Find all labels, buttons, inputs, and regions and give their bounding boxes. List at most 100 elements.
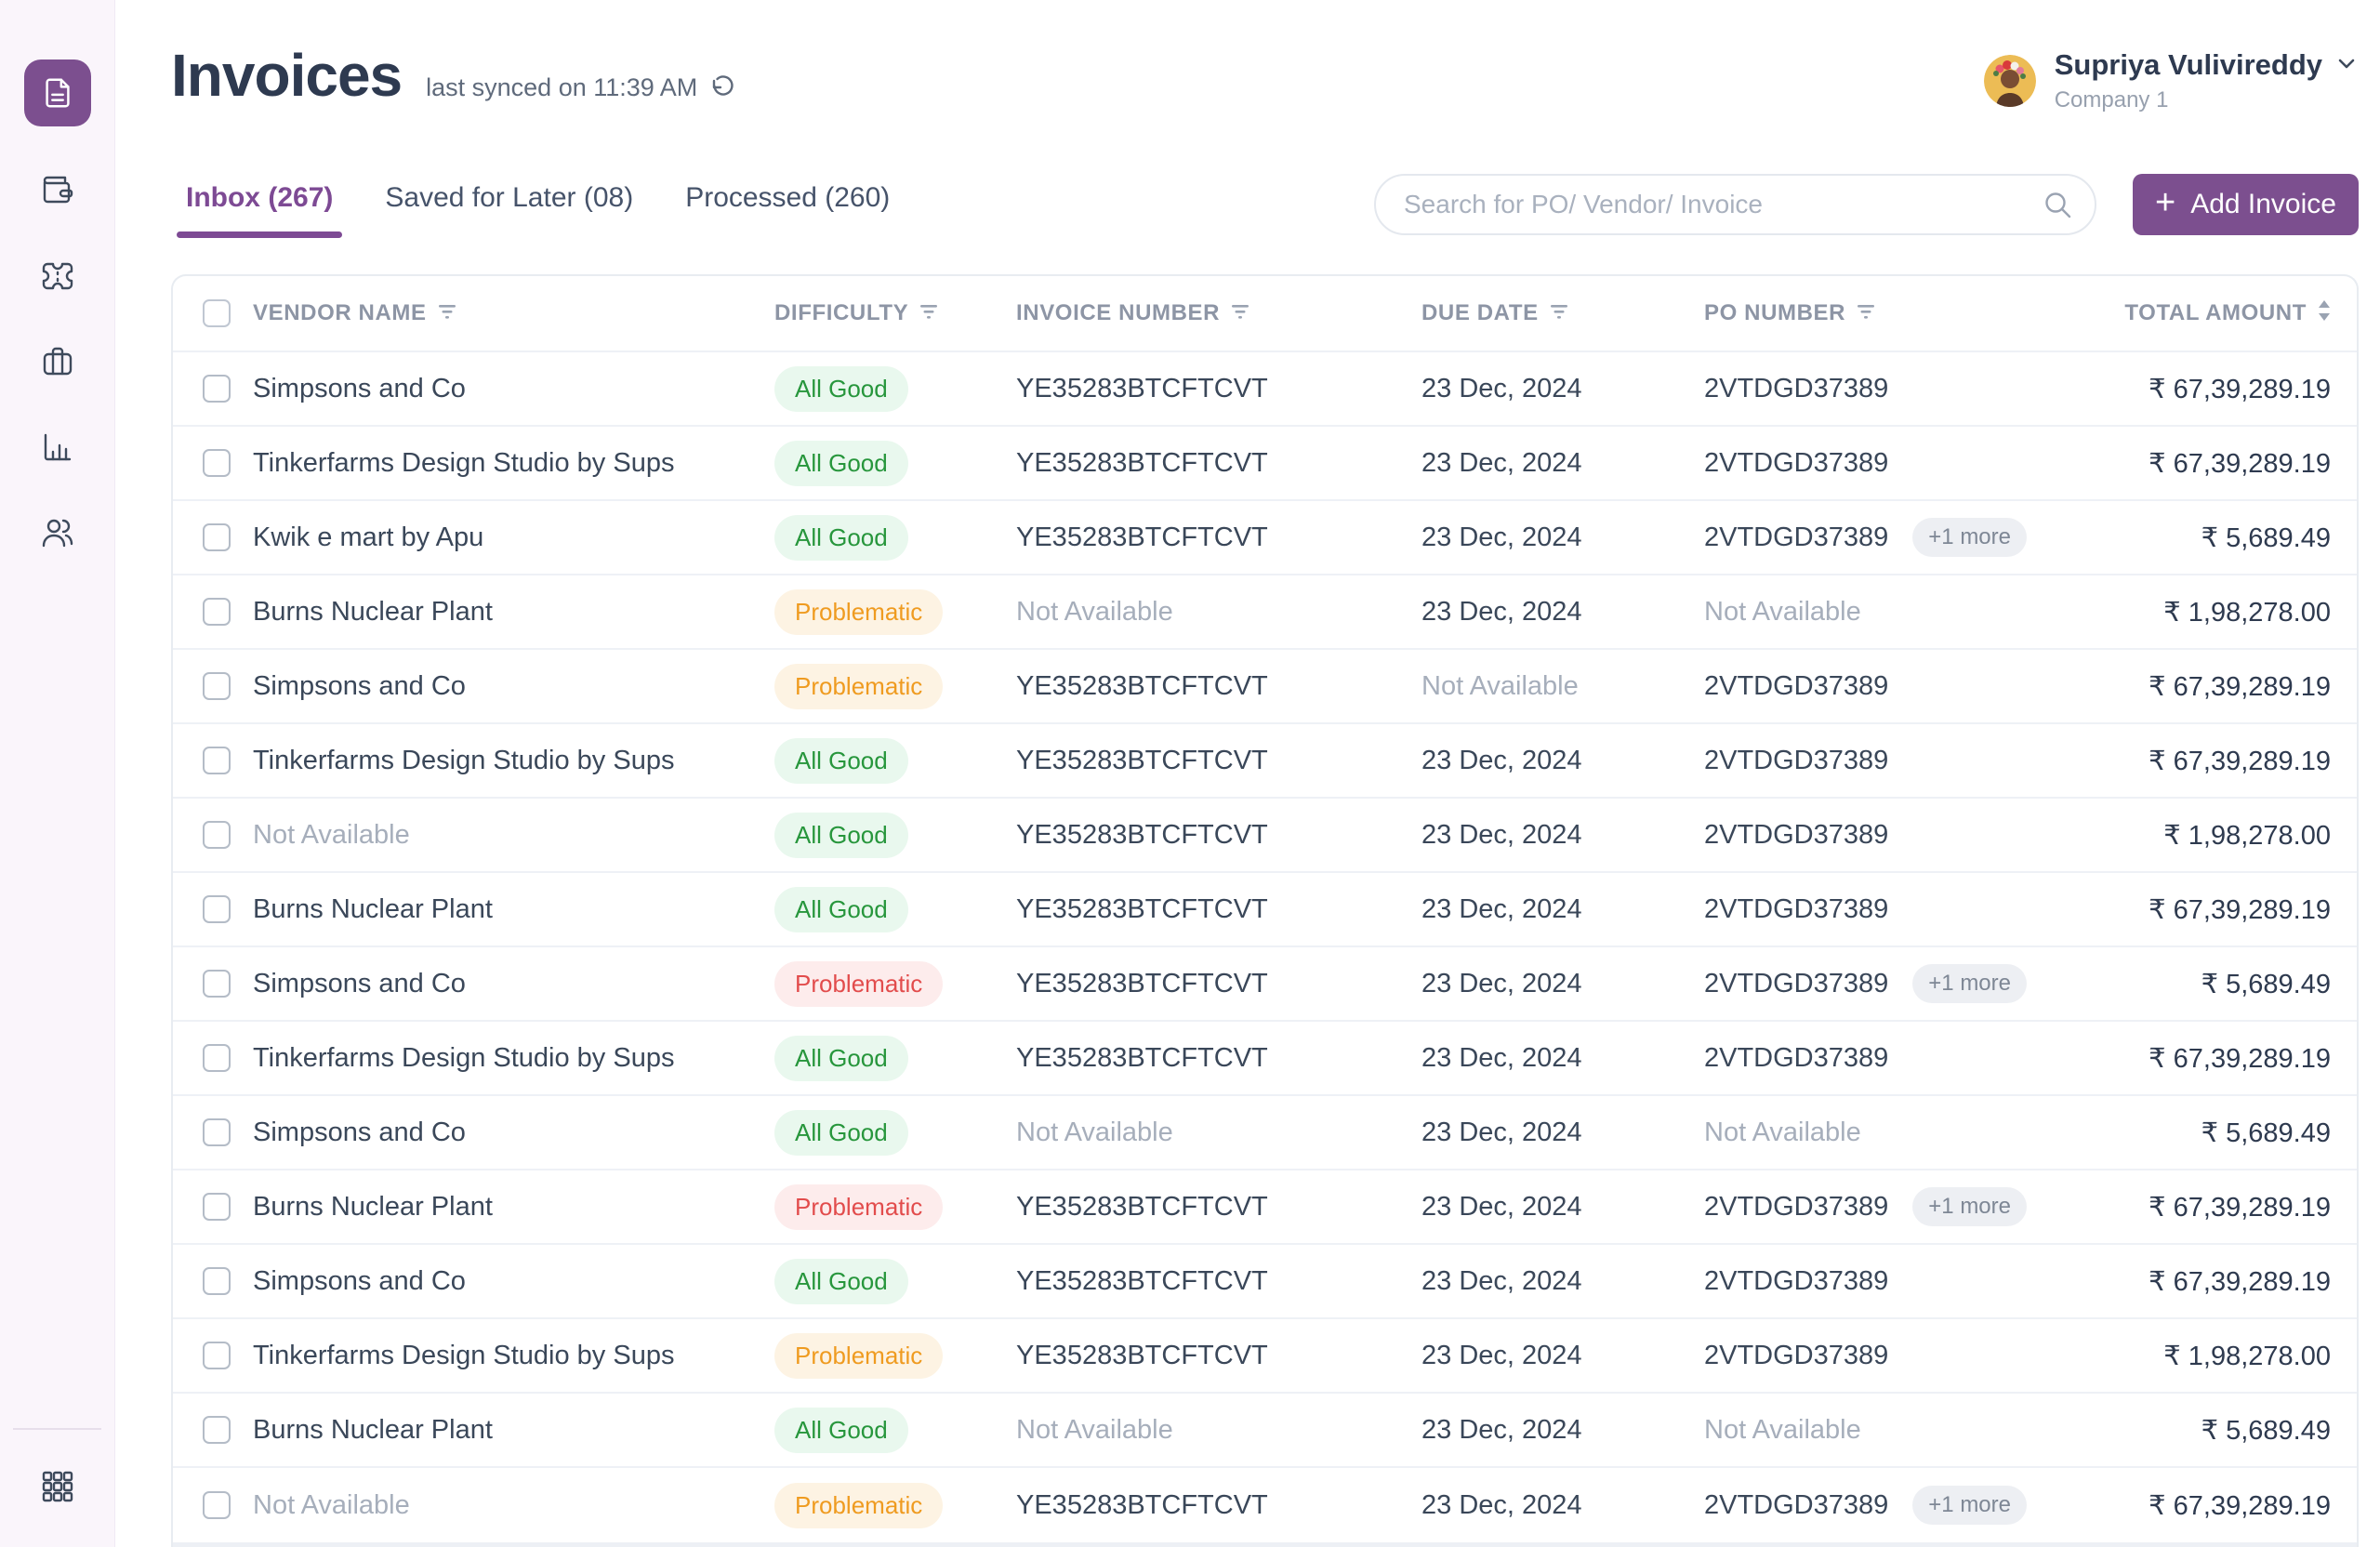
tab-processed[interactable]: Processed (260) [685,182,891,213]
vendor-name-cell: Burns Nuclear Plant [253,1414,493,1445]
row-checkbox[interactable] [203,1342,231,1369]
row-checkbox[interactable] [203,747,231,774]
row-checkbox[interactable] [203,598,231,626]
row-checkbox[interactable] [203,523,231,551]
invoice-number-cell: YE35283BTCFTCVT [1016,670,1268,701]
chevron-down-icon[interactable] [2335,52,2358,79]
vendor-name-cell: Simpsons and Co [253,1265,466,1296]
invoice-number-cell: YE35283BTCFTCVT [1016,373,1268,403]
sidebar-item-briefcase[interactable] [36,340,79,383]
po-number-cell: 2VTDGD37389 [1704,373,1889,403]
difficulty-badge: All Good [774,886,908,932]
table-row[interactable]: Simpsons and Co Problematic YE35283BTCFT… [173,947,2357,1022]
table-row[interactable]: Burns Nuclear Plant All Good YE35283BTCF… [173,873,2357,947]
row-checkbox[interactable] [203,375,231,403]
user-menu[interactable]: Supriya Vulivireddy Company 1 [1983,48,2358,113]
add-invoice-button[interactable]: + Add Invoice [2133,174,2359,235]
row-checkbox[interactable] [203,970,231,998]
table-row[interactable]: Tinkerfarms Design Studio by Sups Proble… [173,1319,2357,1394]
apps-grid-button[interactable] [37,1466,78,1512]
difficulty-badge: All Good [774,1407,908,1453]
invoice-number-cell: Not Available [1016,596,1173,627]
table-row[interactable]: Kwik e mart by Apu All Good YE35283BTCFT… [173,501,2357,575]
filter-icon[interactable] [438,300,456,326]
table-footer-sliver [173,1542,2357,1547]
difficulty-badge: Problematic [774,663,944,709]
invoice-number-cell: YE35283BTCFTCVT [1016,745,1268,775]
row-checkbox[interactable] [203,1118,231,1146]
search-input[interactable] [1374,174,2096,235]
po-number-cell: 2VTDGD37389 [1704,893,1889,924]
avatar [1983,55,2036,107]
vendor-name-cell: Burns Nuclear Plant [253,596,493,627]
total-amount-cell: ₹ 67,39,289.19 [2149,746,2331,776]
table-row[interactable]: Burns Nuclear Plant Problematic YE35283B… [173,1170,2357,1245]
table-row[interactable]: Burns Nuclear Plant All Good Not Availab… [173,1394,2357,1468]
invoice-number-cell: YE35283BTCFTCVT [1016,893,1268,924]
tab-inbox[interactable]: Inbox (267) [176,175,343,238]
table-row[interactable]: Simpsons and Co All Good Not Available 2… [173,1096,2357,1170]
more-po-badge[interactable]: +1 more [1912,1187,2027,1226]
table-row[interactable]: Tinkerfarms Design Studio by Sups All Go… [173,1022,2357,1096]
table-row[interactable]: Not Available All Good YE35283BTCFTCVT 2… [173,799,2357,873]
row-checkbox[interactable] [203,895,231,923]
column-header-total-amount[interactable]: TOTAL AMOUNT [2104,299,2357,328]
vendor-name-cell: Tinkerfarms Design Studio by Sups [253,1042,675,1073]
search-icon[interactable] [2043,190,2072,219]
tab-saved-for-later[interactable]: Saved for Later (08) [385,182,634,213]
column-header-due-date[interactable]: DUE DATE [1421,300,1704,326]
row-checkbox[interactable] [203,449,231,477]
due-date-cell: 23 Dec, 2024 [1421,893,1582,924]
invoice-number-cell: YE35283BTCFTCVT [1016,522,1268,552]
sidebar-item-invoices[interactable] [23,60,91,126]
column-header-invoice-number[interactable]: INVOICE NUMBER [1016,300,1421,326]
due-date-cell: 23 Dec, 2024 [1421,968,1582,998]
po-number-cell: 2VTDGD37389 [1704,1042,1889,1073]
more-po-badge[interactable]: +1 more [1912,1486,2027,1525]
vendor-name-cell: Tinkerfarms Design Studio by Sups [253,1340,675,1370]
sort-icon[interactable] [2318,299,2331,328]
sidebar-item-wallet[interactable] [36,169,79,212]
table-row[interactable]: Tinkerfarms Design Studio by Sups All Go… [173,724,2357,799]
difficulty-badge: Problematic [774,1482,944,1528]
sidebar-divider [13,1428,101,1430]
po-number-cell: 2VTDGD37389 [1704,1191,1889,1222]
row-checkbox[interactable] [203,1193,231,1221]
filter-icon[interactable] [919,300,938,326]
wallet-icon [37,170,78,211]
column-header-difficulty[interactable]: DIFFICULTY [774,300,1016,326]
difficulty-badge: All Good [774,1109,908,1156]
table-row[interactable]: Simpsons and Co All Good YE35283BTCFTCVT… [173,1245,2357,1319]
vendor-name-cell: Burns Nuclear Plant [253,1191,493,1222]
row-checkbox[interactable] [203,821,231,849]
sidebar-item-ticket[interactable] [36,255,79,298]
row-checkbox[interactable] [203,1491,231,1519]
row-checkbox[interactable] [203,1416,231,1444]
select-all-checkbox[interactable] [203,299,231,327]
table-row[interactable]: Tinkerfarms Design Studio by Sups All Go… [173,427,2357,501]
row-checkbox[interactable] [203,672,231,700]
filter-icon[interactable] [1231,300,1250,326]
difficulty-badge: All Good [774,440,908,486]
total-amount-cell: ₹ 1,98,278.00 [2163,597,2331,628]
column-header-vendor-name[interactable]: VENDOR NAME [253,300,774,326]
row-checkbox[interactable] [203,1267,231,1295]
table-row[interactable]: Burns Nuclear Plant Problematic Not Avai… [173,575,2357,650]
table-row[interactable]: Not Available Problematic YE35283BTCFTCV… [173,1468,2357,1542]
refresh-icon[interactable] [708,74,736,102]
row-checkbox[interactable] [203,1044,231,1072]
more-po-badge[interactable]: +1 more [1912,964,2027,1003]
table-row[interactable]: Simpsons and Co Problematic YE35283BTCFT… [173,650,2357,724]
vendor-name-cell: Kwik e mart by Apu [253,522,484,552]
apps-grid-icon [37,1471,78,1511]
due-date-cell: 23 Dec, 2024 [1421,1117,1582,1147]
filter-icon[interactable] [1550,300,1568,326]
total-amount-cell: ₹ 1,98,278.00 [2163,1341,2331,1371]
more-po-badge[interactable]: +1 more [1912,518,2027,557]
column-header-po-number[interactable]: PO NUMBER [1704,300,2104,326]
sidebar-item-reports[interactable] [36,426,79,469]
sidebar-item-users[interactable] [36,511,79,554]
filter-icon[interactable] [1857,300,1875,326]
table-row[interactable]: Simpsons and Co All Good YE35283BTCFTCVT… [173,352,2357,427]
po-number-cell: 2VTDGD37389 [1704,968,1889,998]
